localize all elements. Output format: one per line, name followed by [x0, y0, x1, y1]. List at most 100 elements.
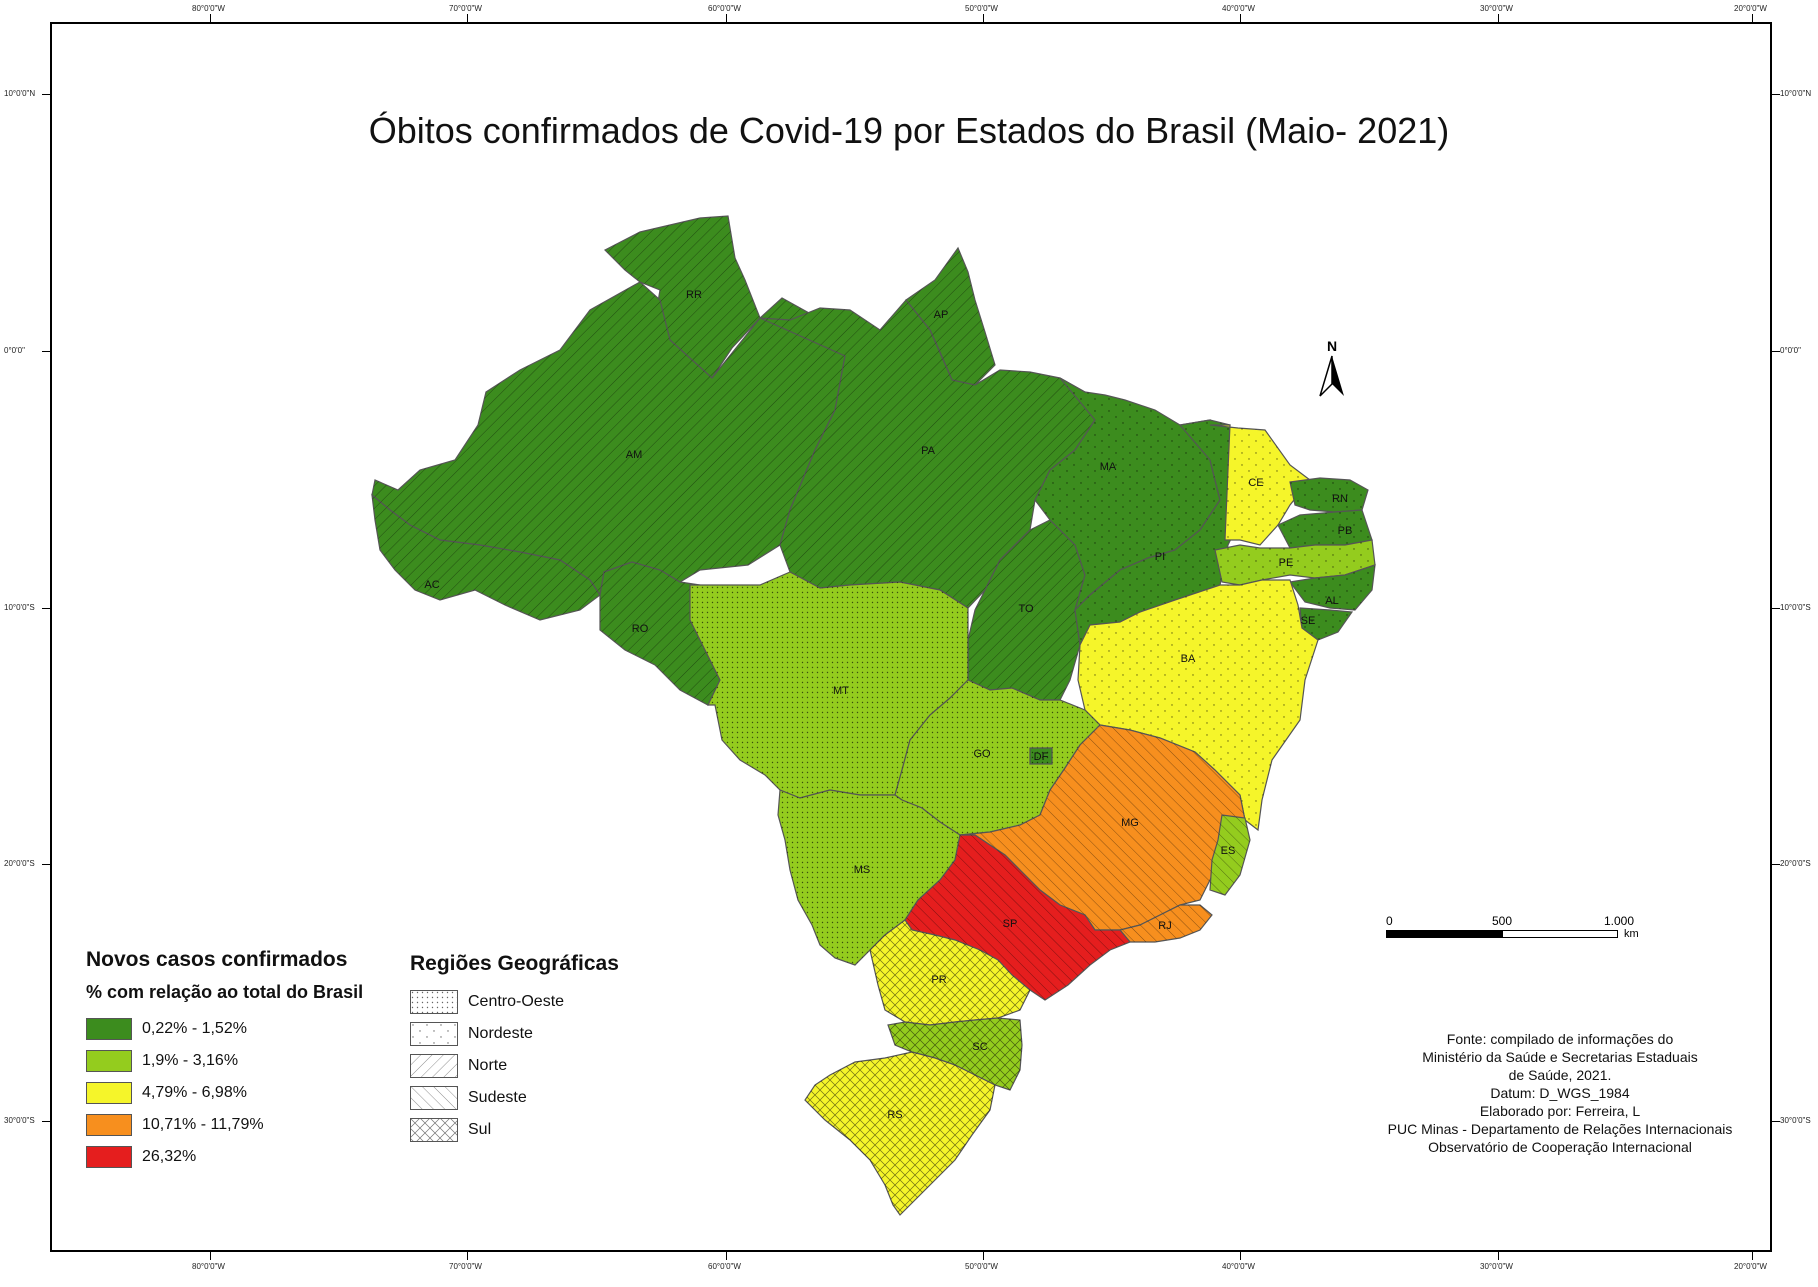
state-label-pr: PR	[931, 974, 946, 986]
state-pattern-pr	[870, 920, 1030, 1025]
state-pattern-ma	[1035, 378, 1220, 610]
state-label-ms: MS	[854, 864, 871, 876]
state-label-ap: AP	[934, 309, 949, 321]
legend-regions-item: Nordeste	[410, 1018, 619, 1050]
lon-tick-label: 40°0'0"W	[1222, 1262, 1255, 1271]
legend-swatch	[86, 1082, 132, 1104]
state-pattern-ba	[1078, 580, 1318, 830]
lon-tick-mark	[983, 14, 984, 22]
state-label-ba: BA	[1181, 653, 1196, 665]
state-pr	[869, 919, 1031, 1026]
north-arrow-icon	[1319, 355, 1344, 397]
legend-cases-subtitle: % com relação ao total do Brasil	[86, 982, 364, 1002]
state-pattern-rn	[1290, 478, 1368, 512]
legend-label: Sul	[468, 1121, 492, 1138]
state-label-pb: PB	[1338, 525, 1353, 537]
state-pattern-mg	[960, 725, 1245, 930]
state-mt	[689, 571, 969, 799]
state-label-pi: PI	[1155, 551, 1165, 563]
lon-tick-mark	[210, 1252, 211, 1260]
credits-line: Datum: D_WGS_1984	[1490, 1085, 1630, 1101]
lat-tick-label: 0°0'0"	[1780, 346, 1801, 355]
state-label-rn: RN	[1332, 493, 1348, 505]
state-label-ro: RO	[632, 623, 649, 635]
state-ba	[1077, 579, 1319, 832]
state-pattern-df	[1030, 748, 1052, 764]
lat-tick-label: 10°0'0"S	[4, 603, 35, 612]
legend-swatch	[86, 1018, 132, 1040]
state-pattern-al	[1290, 565, 1375, 610]
lon-tick-mark	[1240, 1252, 1241, 1260]
legend-label: Centro-Oeste	[468, 993, 565, 1010]
state-es	[1209, 814, 1251, 896]
legend-regions-item: Norte	[410, 1050, 619, 1082]
legend-cases-item: 4,79% - 6,98%	[86, 1077, 363, 1109]
legend-cases-item: 1,9% - 3,16%	[86, 1045, 363, 1077]
lon-tick-mark	[467, 14, 468, 22]
state-rr	[603, 215, 761, 379]
state-pb	[1277, 509, 1373, 549]
lat-tick-mark	[42, 864, 50, 865]
lat-tick-label: 10°0'0"S	[1780, 603, 1811, 612]
state-pattern-ap	[906, 248, 995, 385]
state-label-mt: MT	[833, 685, 849, 697]
state-pattern-se	[1300, 608, 1352, 640]
map-title: Óbitos confirmados de Covid-19 por Estad…	[368, 110, 1450, 151]
scale-tick-1000: 1.000	[1604, 914, 1635, 928]
state-pattern-to	[968, 520, 1085, 700]
state-label-go: GO	[973, 748, 991, 760]
lon-tick-label: 30°0'0"W	[1480, 4, 1513, 13]
state-label-rj: RJ	[1158, 920, 1171, 932]
lon-tick-mark	[1498, 14, 1499, 22]
legend-swatch	[86, 1146, 132, 1168]
state-label-se: SE	[1301, 615, 1316, 627]
legend-regions: Regiões Geográficas Centro-Oeste Nordeste…	[410, 952, 619, 1146]
legend-regions-title: Regiões Geográficas	[410, 952, 619, 975]
credits-line: Ministério da Saúde e Secretarias Estadu…	[1422, 1049, 1698, 1065]
lat-tick-mark	[1772, 94, 1780, 95]
credits-line: Elaborado por: Ferreira, L	[1479, 1103, 1641, 1119]
lon-tick-label: 70°0'0"W	[449, 1262, 482, 1271]
credits-line: PUC Minas - Departamento de Relações Int…	[1387, 1121, 1733, 1137]
lon-tick-mark	[1240, 14, 1241, 22]
legend-label: 26,32%	[142, 1148, 197, 1165]
lon-tick-mark	[726, 1252, 727, 1260]
state-ac	[371, 493, 601, 621]
state-pattern-pa	[760, 300, 1095, 608]
lat-tick-mark	[42, 1121, 50, 1122]
legend-cases-item: 10,71% - 11,79%	[86, 1109, 363, 1141]
legend-cases: Novos casos confirmados % com relação ao…	[86, 948, 363, 1173]
cross-pattern-icon	[410, 1118, 458, 1142]
state-label-rs: RS	[887, 1109, 902, 1121]
lon-tick-label: 70°0'0"W	[449, 4, 482, 13]
state-pattern-ce	[1210, 425, 1310, 545]
lon-tick-mark	[726, 14, 727, 22]
lon-tick-label: 60°0'0"W	[708, 1262, 741, 1271]
diag-back-pattern-icon	[410, 1086, 458, 1110]
state-al	[1288, 564, 1376, 611]
lat-tick-label: 20°0'0"S	[4, 859, 35, 868]
diag-fwd-pattern-icon	[410, 1054, 458, 1078]
lat-tick-label: 20°0'0"S	[1780, 859, 1811, 868]
state-pattern-pb	[1278, 510, 1372, 548]
lon-tick-label: 80°0'0"W	[192, 1262, 225, 1271]
credits-line: de Saúde, 2021.	[1508, 1067, 1612, 1083]
lat-tick-label: 10°0'0"N	[4, 89, 36, 98]
state-label-to: TO	[1018, 603, 1034, 615]
dots-pattern-icon	[410, 990, 458, 1014]
lon-tick-label: 50°0'0"W	[965, 4, 998, 13]
scale-tick-500: 500	[1492, 914, 1513, 928]
state-label-sp: SP	[1003, 918, 1018, 930]
lon-tick-label: 20°0'0"W	[1734, 4, 1767, 13]
state-df	[1029, 747, 1053, 765]
state-pattern-es	[1210, 815, 1250, 895]
state-pattern-rr	[605, 216, 760, 378]
state-label-es: ES	[1221, 845, 1236, 857]
lon-tick-mark	[983, 1252, 984, 1260]
state-label-rr: RR	[686, 289, 702, 301]
state-go	[894, 679, 1101, 836]
lon-tick-mark	[467, 1252, 468, 1260]
legend-label: 4,79% - 6,98%	[142, 1084, 247, 1101]
lon-tick-mark	[1498, 1252, 1499, 1260]
scale-unit: km	[1624, 928, 1639, 940]
